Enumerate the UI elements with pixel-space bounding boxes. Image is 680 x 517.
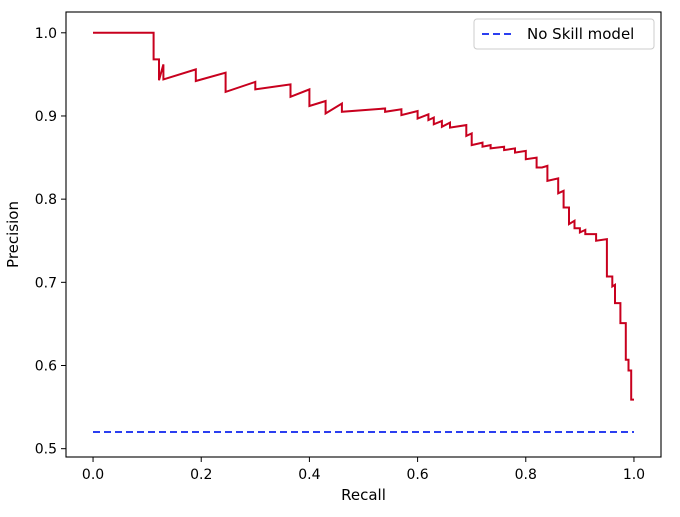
y-tick-label: 0.9	[35, 109, 57, 125]
x-tick-label: 0.8	[515, 467, 537, 483]
x-axis-label: Recall	[341, 486, 386, 504]
ticks: 0.0 0.2 0.4 0.6 0.8 1.0 0.5 0.6 0.7 0.8 0.9 1.0	[35, 26, 645, 483]
axes-frame	[65, 11, 662, 458]
x-tick-label: 0.2	[190, 467, 212, 483]
x-tick-label: 0.6	[406, 467, 428, 483]
y-axis-label: Precision	[4, 201, 22, 268]
y-tick-label: 0.8	[35, 192, 57, 208]
x-tick-label: 1.0	[623, 467, 645, 483]
y-tick-label: 0.6	[35, 359, 57, 375]
series-line-precision-recall	[93, 31, 634, 401]
y-tick-label: 0.7	[35, 275, 57, 291]
legend-label-no-skill: No Skill model	[527, 25, 634, 43]
y-tick-label: 0.5	[35, 442, 57, 458]
y-tick-label: 1.0	[35, 26, 57, 42]
x-tick-label: 0.4	[298, 467, 320, 483]
legend-box	[473, 18, 655, 50]
plot-area	[93, 31, 634, 433]
legend: No Skill model	[473, 18, 655, 50]
x-tick-label: 0.0	[82, 467, 104, 483]
